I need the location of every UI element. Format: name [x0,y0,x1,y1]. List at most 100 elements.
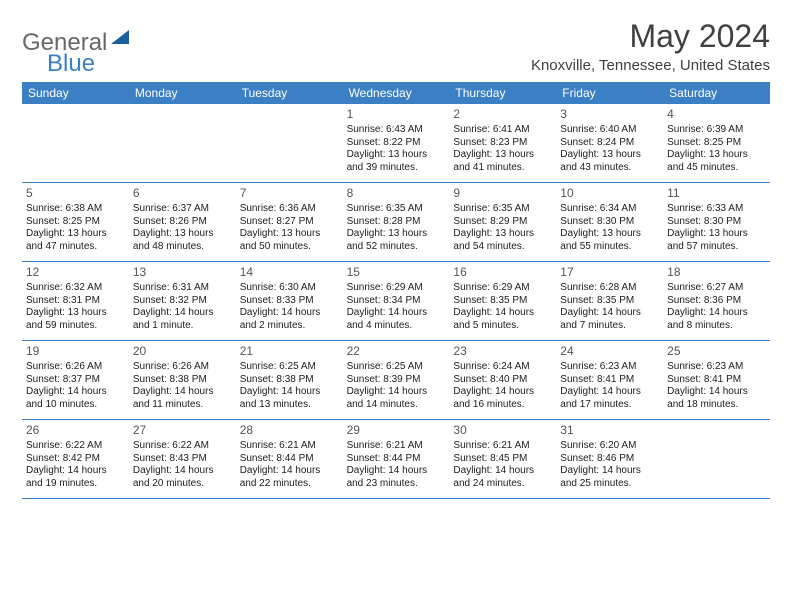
header: General Blue May 2024 Knoxville, Tenness… [22,18,770,74]
date-number: 24 [560,344,659,359]
calendar-cell: 9Sunrise: 6:35 AMSunset: 8:29 PMDaylight… [449,183,556,261]
calendar-cell: 30Sunrise: 6:21 AMSunset: 8:45 PMDayligh… [449,420,556,498]
daylight-line: Daylight: 13 hours and 39 minutes. [347,149,446,174]
sunset-line: Sunset: 8:45 PM [453,453,552,466]
day-header-tue: Tuesday [236,82,343,104]
daylight-line: Daylight: 13 hours and 48 minutes. [133,228,232,253]
date-number: 1 [347,107,446,122]
sunset-line: Sunset: 8:44 PM [347,453,446,466]
date-number: 10 [560,186,659,201]
sunset-line: Sunset: 8:36 PM [667,295,766,308]
calendar-cell: 6Sunrise: 6:37 AMSunset: 8:26 PMDaylight… [129,183,236,261]
sunrise-line: Sunrise: 6:39 AM [667,124,766,137]
date-number: 20 [133,344,232,359]
sunset-line: Sunset: 8:25 PM [667,137,766,150]
sunrise-line: Sunrise: 6:23 AM [560,361,659,374]
day-header-sun: Sunday [22,82,129,104]
calendar-cell: 23Sunrise: 6:24 AMSunset: 8:40 PMDayligh… [449,341,556,419]
calendar-cell: 12Sunrise: 6:32 AMSunset: 8:31 PMDayligh… [22,262,129,340]
sunset-line: Sunset: 8:29 PM [453,216,552,229]
calendar-week: 26Sunrise: 6:22 AMSunset: 8:42 PMDayligh… [22,420,770,499]
sunrise-line: Sunrise: 6:35 AM [347,203,446,216]
sunset-line: Sunset: 8:46 PM [560,453,659,466]
date-number: 11 [667,186,766,201]
sunset-line: Sunset: 8:41 PM [560,374,659,387]
sunrise-line: Sunrise: 6:23 AM [667,361,766,374]
date-number: 29 [347,423,446,438]
location-text: Knoxville, Tennessee, United States [531,57,770,74]
sunrise-line: Sunrise: 6:40 AM [560,124,659,137]
sunrise-line: Sunrise: 6:24 AM [453,361,552,374]
sunset-line: Sunset: 8:26 PM [133,216,232,229]
date-number: 21 [240,344,339,359]
daylight-line: Daylight: 13 hours and 52 minutes. [347,228,446,253]
daylight-line: Daylight: 14 hours and 11 minutes. [133,386,232,411]
daylight-line: Daylight: 13 hours and 41 minutes. [453,149,552,174]
daylight-line: Daylight: 14 hours and 5 minutes. [453,307,552,332]
date-number: 28 [240,423,339,438]
calendar-cell: 8Sunrise: 6:35 AMSunset: 8:28 PMDaylight… [343,183,450,261]
sunrise-line: Sunrise: 6:21 AM [347,440,446,453]
calendar-cell-empty [663,420,770,498]
page-title: May 2024 [531,18,770,55]
date-number: 17 [560,265,659,280]
date-number: 12 [26,265,125,280]
sunrise-line: Sunrise: 6:28 AM [560,282,659,295]
sunrise-line: Sunrise: 6:32 AM [26,282,125,295]
sunrise-line: Sunrise: 6:29 AM [453,282,552,295]
date-number: 14 [240,265,339,280]
daylight-line: Daylight: 13 hours and 47 minutes. [26,228,125,253]
calendar-cell: 16Sunrise: 6:29 AMSunset: 8:35 PMDayligh… [449,262,556,340]
sunset-line: Sunset: 8:40 PM [453,374,552,387]
daylight-line: Daylight: 14 hours and 4 minutes. [347,307,446,332]
calendar-cell: 28Sunrise: 6:21 AMSunset: 8:44 PMDayligh… [236,420,343,498]
logo: General Blue [22,18,133,57]
sunrise-line: Sunrise: 6:30 AM [240,282,339,295]
sunset-line: Sunset: 8:24 PM [560,137,659,150]
daylight-line: Daylight: 14 hours and 18 minutes. [667,386,766,411]
date-number: 31 [560,423,659,438]
calendar-cell: 24 Sunrise: 6:23 AMSunset: 8:41 PMDayligh… [556,341,663,419]
sunrise-line: Sunrise: 6:34 AM [560,203,659,216]
daylight-line: Daylight: 14 hours and 1 minute. [133,307,232,332]
sunset-line: Sunset: 8:30 PM [560,216,659,229]
sunset-line: Sunset: 8:27 PM [240,216,339,229]
calendar-cell: 10Sunrise: 6:34 AMSunset: 8:30 PMDayligh… [556,183,663,261]
sunset-line: Sunset: 8:35 PM [560,295,659,308]
daylight-line: Daylight: 14 hours and 14 minutes. [347,386,446,411]
daylight-line: Daylight: 14 hours and 25 minutes. [560,465,659,490]
date-number: 18 [667,265,766,280]
day-header-thu: Thursday [449,82,556,104]
sunrise-line: Sunrise: 6:29 AM [347,282,446,295]
calendar-cell: 25Sunrise: 6:23 AMSunset: 8:41 PMDayligh… [663,341,770,419]
sunset-line: Sunset: 8:22 PM [347,137,446,150]
sunrise-line: Sunrise: 6:27 AM [667,282,766,295]
sunset-line: Sunset: 8:43 PM [133,453,232,466]
calendar-cell: 22Sunrise: 6:25 AMSunset: 8:39 PMDayligh… [343,341,450,419]
calendar-cell: 18Sunrise: 6:27 AMSunset: 8:36 PMDayligh… [663,262,770,340]
sunset-line: Sunset: 8:25 PM [26,216,125,229]
sunset-line: Sunset: 8:32 PM [133,295,232,308]
date-number: 4 [667,107,766,122]
calendar-cell: 2 Sunrise: 6:41 AMSunset: 8:23 PMDaylight… [449,104,556,182]
calendar: Sunday Monday Tuesday Wednesday Thursday… [22,82,770,499]
sunrise-line: Sunrise: 6:37 AM [133,203,232,216]
sunrise-line: Sunrise: 6:33 AM [667,203,766,216]
sunrise-line: Sunrise: 6:21 AM [453,440,552,453]
sunset-line: Sunset: 8:23 PM [453,137,552,150]
calendar-week: 5Sunrise: 6:38 AMSunset: 8:25 PMDaylight… [22,183,770,262]
sunset-line: Sunset: 8:35 PM [453,295,552,308]
day-header-wed: Wednesday [343,82,450,104]
sunset-line: Sunset: 8:31 PM [26,295,125,308]
date-number: 5 [26,186,125,201]
sunrise-line: Sunrise: 6:25 AM [240,361,339,374]
date-number: 2 [453,107,552,122]
daylight-line: Daylight: 14 hours and 17 minutes. [560,386,659,411]
sunrise-line: Sunrise: 6:35 AM [453,203,552,216]
daylight-line: Daylight: 13 hours and 57 minutes. [667,228,766,253]
calendar-cell: 26Sunrise: 6:22 AMSunset: 8:42 PMDayligh… [22,420,129,498]
daylight-line: Daylight: 14 hours and 7 minutes. [560,307,659,332]
date-number: 23 [453,344,552,359]
sunrise-line: Sunrise: 6:41 AM [453,124,552,137]
sunset-line: Sunset: 8:28 PM [347,216,446,229]
